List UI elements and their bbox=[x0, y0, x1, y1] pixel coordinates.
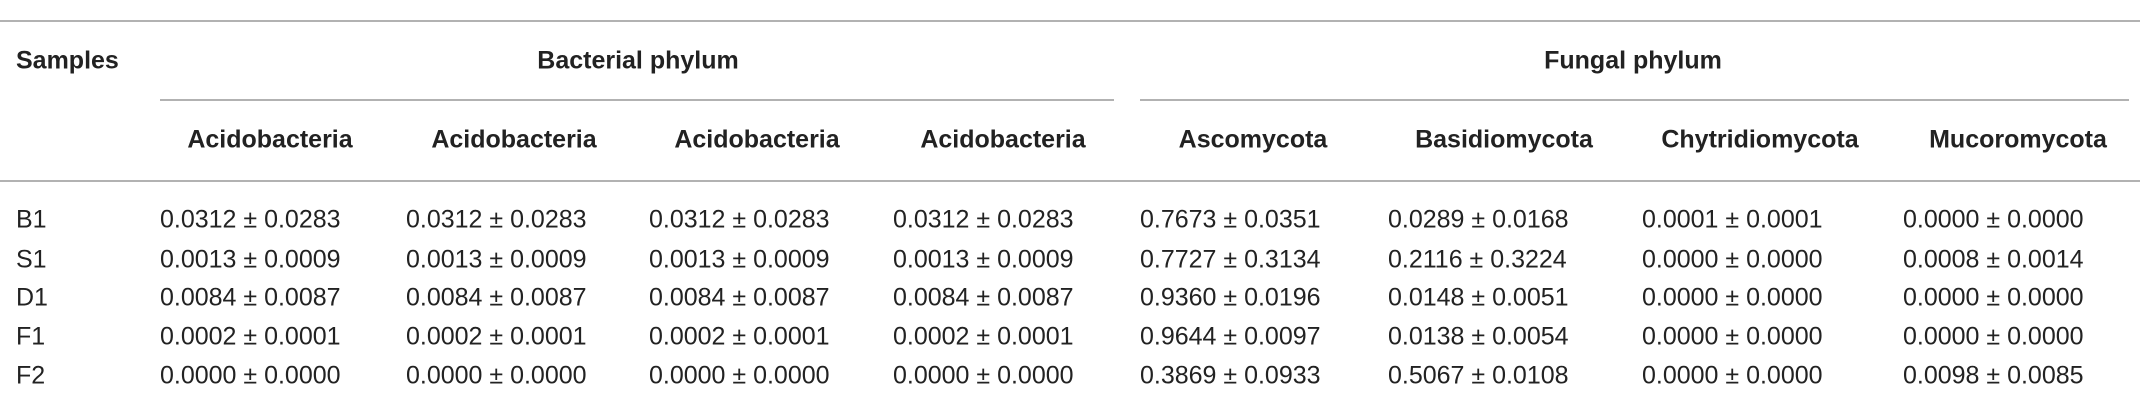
column-header: Ascomycota bbox=[1179, 126, 1329, 154]
cell: 0.0002 ± 0.0001 bbox=[406, 323, 587, 351]
group-header: Fungal phylum bbox=[1544, 47, 1722, 75]
cell: 0.0289 ± 0.0168 bbox=[1388, 206, 1569, 234]
cell: 0.0002 ± 0.0001 bbox=[893, 323, 1074, 351]
column-header: Acidobacteria bbox=[674, 126, 840, 154]
cell: 0.7673 ± 0.0351 bbox=[1140, 206, 1321, 234]
cell: 0.0000 ± 0.0000 bbox=[160, 362, 341, 390]
cell: 0.9360 ± 0.0196 bbox=[1140, 284, 1321, 312]
cell: 0.0000 ± 0.0000 bbox=[1642, 246, 1823, 274]
cell: 0.0000 ± 0.0000 bbox=[893, 362, 1074, 390]
cell: 0.9644 ± 0.0097 bbox=[1140, 323, 1321, 351]
cell: 0.0000 ± 0.0000 bbox=[1642, 362, 1823, 390]
sample-label: S1 bbox=[16, 246, 47, 274]
column-header: Mucoromycota bbox=[1929, 126, 2108, 154]
column-header: Chytridiomycota bbox=[1661, 126, 1859, 154]
cell: 0.0084 ± 0.0087 bbox=[160, 284, 341, 312]
sample-label: F1 bbox=[16, 323, 45, 351]
sample-label: B1 bbox=[16, 206, 47, 234]
samples-header: Samples bbox=[16, 47, 119, 75]
cell: 0.0000 ± 0.0000 bbox=[1903, 323, 2084, 351]
cell: 0.0013 ± 0.0009 bbox=[649, 246, 830, 274]
cell: 0.7727 ± 0.3134 bbox=[1140, 246, 1321, 274]
cell: 0.0084 ± 0.0087 bbox=[406, 284, 587, 312]
cell: 0.0138 ± 0.0054 bbox=[1388, 323, 1569, 351]
cell: 0.0312 ± 0.0283 bbox=[160, 206, 341, 234]
cell: 0.0013 ± 0.0009 bbox=[406, 246, 587, 274]
cell: 0.0000 ± 0.0000 bbox=[406, 362, 587, 390]
sample-label: F2 bbox=[16, 362, 45, 390]
cell: 0.0148 ± 0.0051 bbox=[1388, 284, 1569, 312]
cell: 0.0000 ± 0.0000 bbox=[1642, 284, 1823, 312]
cell: 0.0001 ± 0.0001 bbox=[1642, 206, 1823, 234]
column-header: Acidobacteria bbox=[920, 126, 1086, 154]
cell: 0.0312 ± 0.0283 bbox=[406, 206, 587, 234]
cell: 0.0000 ± 0.0000 bbox=[1903, 206, 2084, 234]
cell: 0.0312 ± 0.0283 bbox=[649, 206, 830, 234]
cell: 0.0000 ± 0.0000 bbox=[1642, 323, 1823, 351]
cell: 0.0002 ± 0.0001 bbox=[160, 323, 341, 351]
cell: 0.0008 ± 0.0014 bbox=[1903, 246, 2084, 274]
cell: 0.2116 ± 0.3224 bbox=[1388, 246, 1567, 274]
cell: 0.0084 ± 0.0087 bbox=[649, 284, 830, 312]
cell: 0.0000 ± 0.0000 bbox=[649, 362, 830, 390]
cell: 0.0013 ± 0.0009 bbox=[893, 246, 1074, 274]
cell: 0.0084 ± 0.0087 bbox=[893, 284, 1074, 312]
cell: 0.0312 ± 0.0283 bbox=[893, 206, 1074, 234]
cell: 0.0002 ± 0.0001 bbox=[649, 323, 830, 351]
cell: 0.3869 ± 0.0933 bbox=[1140, 362, 1321, 390]
column-header: Basidiomycota bbox=[1415, 126, 1594, 154]
column-header: Acidobacteria bbox=[187, 126, 353, 154]
cell: 0.0098 ± 0.0085 bbox=[1903, 362, 2084, 390]
sample-label: D1 bbox=[16, 284, 48, 312]
cell: 0.0000 ± 0.0000 bbox=[1903, 284, 2084, 312]
column-header: Acidobacteria bbox=[431, 126, 597, 154]
group-header: Bacterial phylum bbox=[537, 47, 738, 75]
cell: 0.0013 ± 0.0009 bbox=[160, 246, 341, 274]
cell: 0.5067 ± 0.0108 bbox=[1388, 362, 1569, 390]
